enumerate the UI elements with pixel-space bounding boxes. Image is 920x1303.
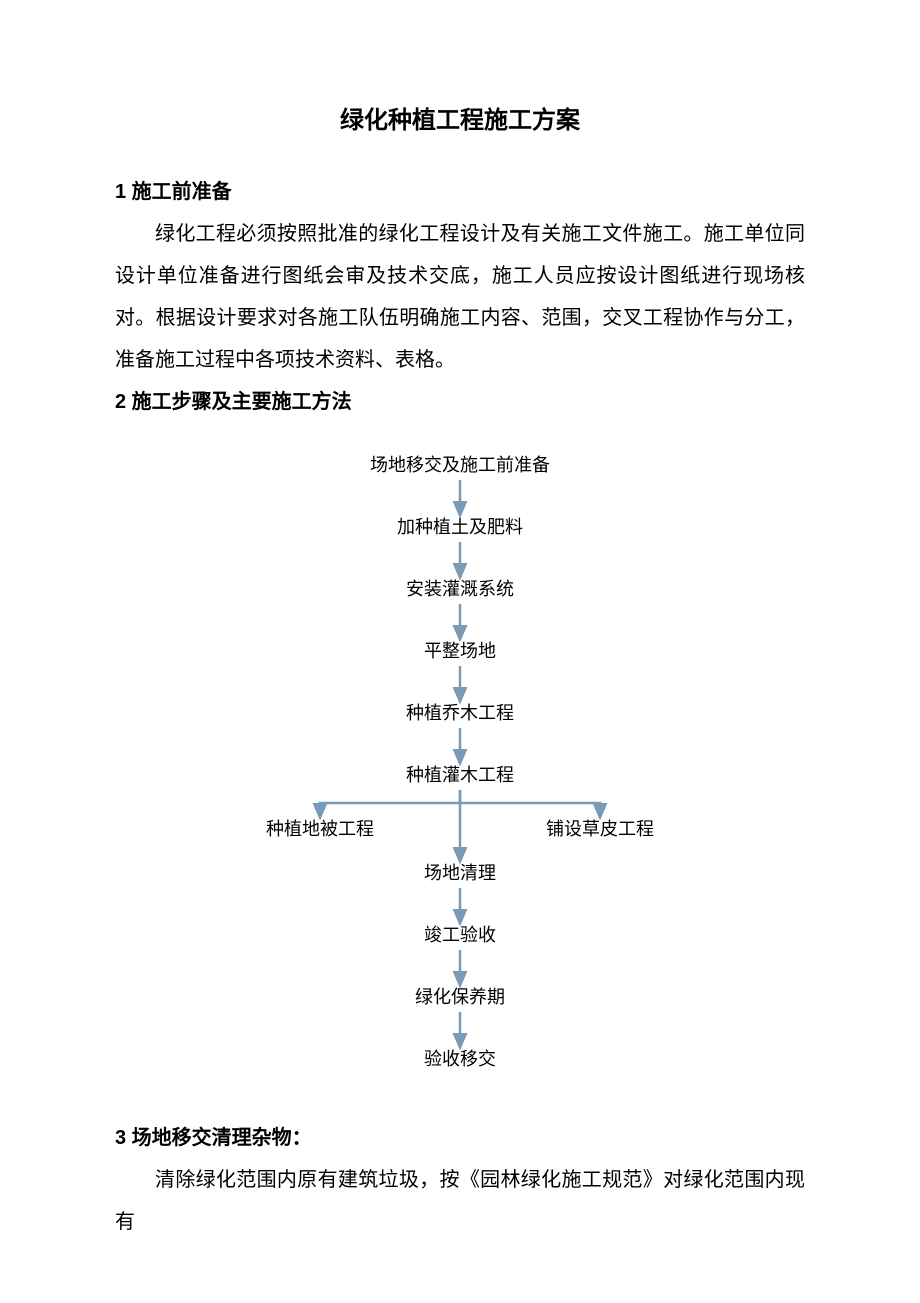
flow-node-n3: 平整场地 bbox=[424, 641, 496, 661]
section-3-heading: 3 场地移交清理杂物： bbox=[115, 1117, 805, 1159]
section-3-paragraph: 清除绿化范围内原有建筑垃圾，按《园林绿化施工规范》对绿化范围内现有 bbox=[115, 1159, 805, 1243]
flow-node-n2: 安装灌溉系统 bbox=[406, 579, 514, 599]
flow-branch-left-arrow bbox=[320, 790, 460, 818]
flow-node-n9: 验收移交 bbox=[424, 1049, 496, 1069]
document-title: 绿化种植工程施工方案 bbox=[115, 100, 805, 135]
flow-branch-right-arrow bbox=[460, 790, 600, 818]
section-1-paragraph: 绿化工程必须按照批准的绿化工程设计及有关施工文件施工。施工单位同设计单位准备进行… bbox=[115, 213, 805, 381]
flow-node-n8: 绿化保养期 bbox=[415, 987, 505, 1007]
flow-branch-right-label: 铺设草皮工程 bbox=[546, 819, 654, 839]
section-2-heading: 2 施工步骤及主要施工方法 bbox=[115, 381, 805, 423]
document-page: 绿化种植工程施工方案 1 施工前准备 绿化工程必须按照批准的绿化工程设计及有关施… bbox=[0, 0, 920, 1303]
flow-node-n0: 场地移交及施工前准备 bbox=[370, 455, 550, 475]
flow-node-n4: 种植乔木工程 bbox=[406, 703, 514, 723]
construction-flowchart: 场地移交及施工前准备加种植土及肥料安装灌溉系统平整场地种植乔木工程种植灌木工程场… bbox=[240, 453, 680, 1083]
flow-branch-left-label: 种植地被工程 bbox=[266, 819, 374, 839]
flow-node-n6: 场地清理 bbox=[424, 863, 496, 883]
flow-node-n1: 加种植土及肥料 bbox=[397, 517, 523, 537]
flow-node-n7: 竣工验收 bbox=[424, 925, 496, 945]
flow-node-n5: 种植灌木工程 bbox=[406, 765, 514, 785]
section-1-heading: 1 施工前准备 bbox=[115, 171, 805, 213]
